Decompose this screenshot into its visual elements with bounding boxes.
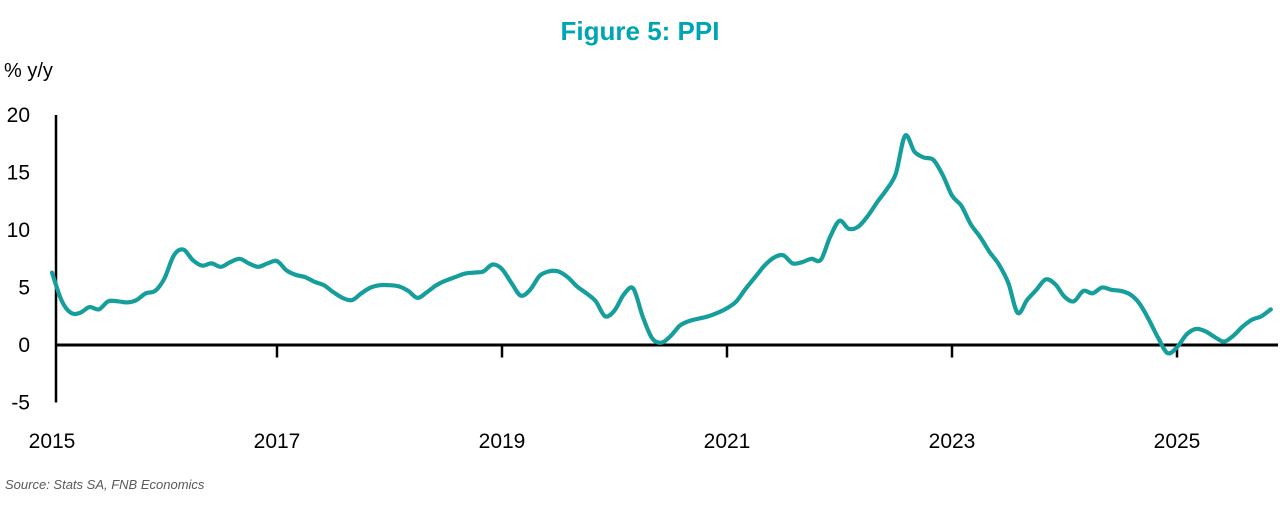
x-tick-label: 2025	[1154, 430, 1201, 453]
x-tick-label: 2023	[929, 430, 976, 453]
y-tick-label: 10	[7, 219, 30, 242]
source-note: Source: Stats SA, FNB Economics	[5, 477, 205, 492]
x-tick-label: 2019	[479, 430, 526, 453]
x-tick-label: 2015	[29, 430, 76, 453]
x-tick-label: 2017	[254, 430, 301, 453]
y-axis-unit-label: % y/y	[4, 60, 53, 82]
y-tick-label: 0	[18, 334, 30, 357]
chart-title: Figure 5: PPI	[560, 16, 720, 46]
ppi-series-line	[49, 133, 1273, 356]
y-tick-label: 5	[18, 277, 30, 300]
x-tick-label: 2021	[704, 430, 751, 453]
y-tick-label: -5	[11, 392, 30, 415]
y-tick-label: 15	[7, 162, 30, 185]
y-tick-label: 20	[7, 104, 30, 127]
